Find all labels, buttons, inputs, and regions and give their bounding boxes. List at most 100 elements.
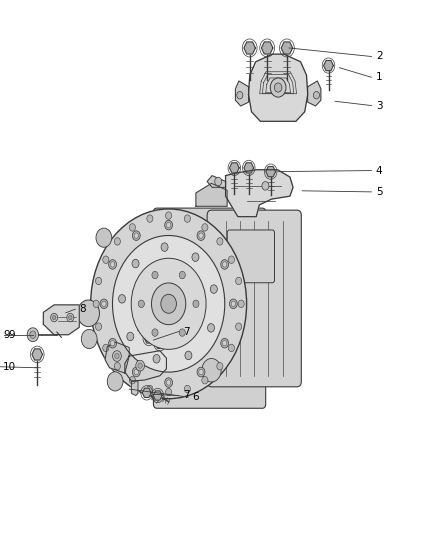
Polygon shape (236, 81, 249, 106)
Circle shape (202, 359, 221, 382)
Circle shape (107, 372, 123, 391)
Polygon shape (153, 391, 162, 400)
Polygon shape (230, 163, 239, 173)
Circle shape (197, 231, 205, 240)
Text: 9: 9 (3, 330, 10, 340)
Circle shape (100, 299, 108, 309)
Circle shape (110, 341, 115, 346)
Circle shape (110, 262, 115, 267)
Circle shape (132, 367, 140, 377)
Text: 3: 3 (376, 101, 382, 110)
Circle shape (152, 283, 186, 325)
Text: 5: 5 (376, 187, 382, 197)
FancyBboxPatch shape (207, 210, 301, 387)
Circle shape (202, 224, 208, 231)
Polygon shape (145, 334, 153, 343)
Circle shape (215, 177, 222, 186)
Circle shape (134, 233, 138, 238)
Circle shape (93, 300, 99, 308)
Circle shape (113, 351, 121, 361)
Circle shape (236, 323, 242, 330)
Circle shape (138, 363, 142, 368)
Circle shape (197, 367, 205, 377)
Polygon shape (142, 388, 151, 398)
Circle shape (91, 209, 247, 399)
Circle shape (217, 362, 223, 370)
Polygon shape (266, 166, 276, 177)
Circle shape (166, 380, 171, 385)
Circle shape (228, 256, 234, 263)
Circle shape (132, 231, 140, 240)
Circle shape (262, 182, 269, 190)
Text: 10: 10 (3, 362, 16, 372)
Circle shape (166, 389, 172, 396)
Text: 6: 6 (193, 392, 199, 402)
Polygon shape (196, 183, 227, 206)
Circle shape (114, 238, 120, 245)
Circle shape (134, 369, 138, 375)
FancyBboxPatch shape (227, 230, 275, 282)
Circle shape (192, 253, 199, 262)
Circle shape (185, 351, 192, 360)
Circle shape (193, 300, 199, 308)
Text: 7: 7 (183, 327, 190, 336)
Circle shape (152, 329, 158, 336)
Polygon shape (43, 305, 79, 335)
Circle shape (95, 277, 102, 285)
Circle shape (131, 259, 206, 349)
Text: 9: 9 (9, 330, 15, 340)
Circle shape (115, 353, 119, 359)
Circle shape (147, 385, 153, 393)
Circle shape (166, 212, 172, 219)
Circle shape (210, 285, 217, 293)
Polygon shape (324, 60, 333, 71)
Circle shape (184, 385, 191, 393)
Circle shape (165, 220, 173, 230)
Circle shape (132, 259, 139, 268)
Circle shape (129, 376, 135, 384)
Circle shape (161, 294, 177, 313)
Polygon shape (249, 54, 307, 122)
Polygon shape (307, 81, 321, 106)
Circle shape (217, 238, 223, 245)
Circle shape (81, 329, 97, 349)
Text: 1: 1 (376, 72, 382, 82)
Circle shape (199, 233, 203, 238)
Circle shape (119, 295, 126, 303)
Circle shape (27, 328, 39, 342)
Polygon shape (261, 42, 273, 54)
Circle shape (103, 256, 109, 263)
Polygon shape (125, 351, 166, 381)
Circle shape (199, 369, 203, 375)
Circle shape (152, 271, 158, 279)
Polygon shape (244, 163, 254, 173)
Circle shape (109, 338, 117, 348)
Polygon shape (131, 381, 138, 395)
Polygon shape (281, 42, 293, 54)
Circle shape (153, 354, 160, 363)
Circle shape (179, 271, 185, 279)
Circle shape (231, 301, 236, 306)
Circle shape (138, 300, 145, 308)
Text: 4: 4 (376, 166, 382, 175)
Circle shape (136, 360, 145, 371)
Circle shape (96, 228, 112, 247)
Circle shape (69, 316, 72, 320)
Circle shape (78, 300, 99, 327)
Text: 2: 2 (376, 52, 382, 61)
Circle shape (179, 329, 185, 336)
Circle shape (221, 260, 229, 269)
Circle shape (270, 78, 286, 97)
Circle shape (230, 299, 237, 309)
Polygon shape (105, 342, 129, 373)
Circle shape (202, 376, 208, 384)
Circle shape (95, 323, 102, 330)
Circle shape (238, 300, 244, 308)
Circle shape (223, 262, 227, 267)
Circle shape (221, 338, 229, 348)
Circle shape (30, 331, 36, 338)
Circle shape (166, 222, 171, 228)
Circle shape (109, 260, 117, 269)
FancyBboxPatch shape (153, 208, 266, 408)
Circle shape (228, 344, 234, 352)
